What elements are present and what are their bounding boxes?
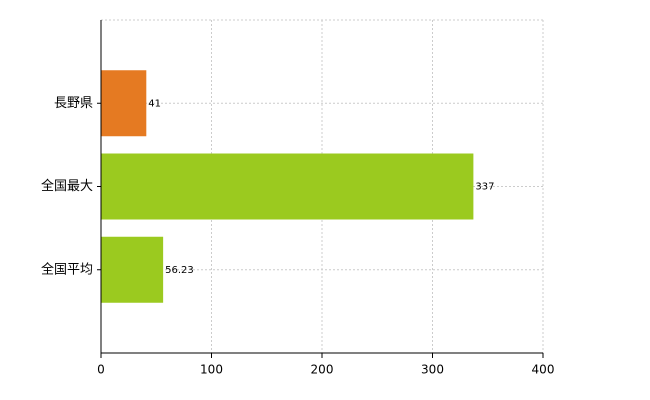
bar [101,70,147,137]
x-tick-label: 200 [311,363,334,377]
x-tick-label: 100 [200,363,223,377]
value-label: 41 [148,98,161,109]
x-tick-label: 400 [532,363,555,377]
y-tick-label: 全国最大 [41,178,93,194]
x-tick-label: 300 [421,363,444,377]
y-tick-label: 長野県 [54,96,93,111]
x-tick-label: 0 [97,363,105,377]
y-tick-label: 全国平均 [41,261,93,277]
value-label: 337 [475,182,494,193]
value-label: 56.23 [165,265,194,276]
bar [101,236,164,303]
bar [101,153,474,220]
